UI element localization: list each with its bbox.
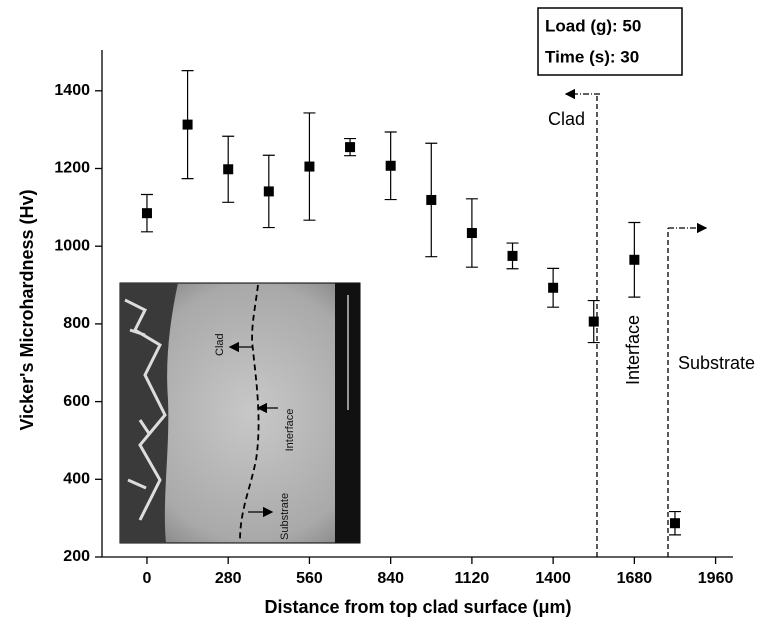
y-tick-label: 600 [63,393,90,410]
inset-image: Clad Interface Substrate [119,282,361,544]
point [466,227,477,238]
region-label: Substrate [678,353,755,373]
point [141,208,152,219]
inset-label: Interface [284,409,296,452]
point [345,142,356,153]
x-tick-label: 0 [143,570,152,587]
y-tick-label: 800 [63,315,90,332]
y-tick-label: 1400 [54,82,90,99]
region-label: Clad [548,109,585,129]
info-text: Time (s): 30 [545,47,639,66]
x-tick-label: 1400 [535,570,571,587]
y-tick-label: 200 [63,548,90,565]
point [223,164,234,175]
point [426,194,437,205]
x-axis-title: Distance from top clad surface (μm) [264,597,571,617]
y-axis-title: Vicker's Microhardness (Hv) [17,189,37,430]
point [304,161,315,172]
point [263,186,274,197]
region-markers [564,88,708,557]
y-tick-label: 400 [63,471,90,488]
point [669,518,680,529]
point [588,316,599,327]
y-tick-label: 1200 [54,160,90,177]
x-tick-label: 280 [215,570,242,587]
inset-label: Clad [214,333,226,356]
inset-label: Substrate [279,493,291,540]
x-tick-label: 1680 [617,570,653,587]
axes [101,50,733,558]
point [548,282,559,293]
point [507,250,518,261]
y-tick-label: 1000 [54,237,90,254]
point [385,160,396,171]
point [629,254,640,265]
x-tick-label: 560 [296,570,323,587]
x-tick-label: 1120 [455,570,490,587]
x-tick-label: 1960 [698,570,734,587]
x-tick-label: 840 [377,570,404,587]
info-box: Load (g): 50 Time (s): 30 [537,7,683,76]
info-text: Load (g): 50 [545,16,641,35]
region-label: Interface [623,315,643,385]
point [182,119,193,130]
